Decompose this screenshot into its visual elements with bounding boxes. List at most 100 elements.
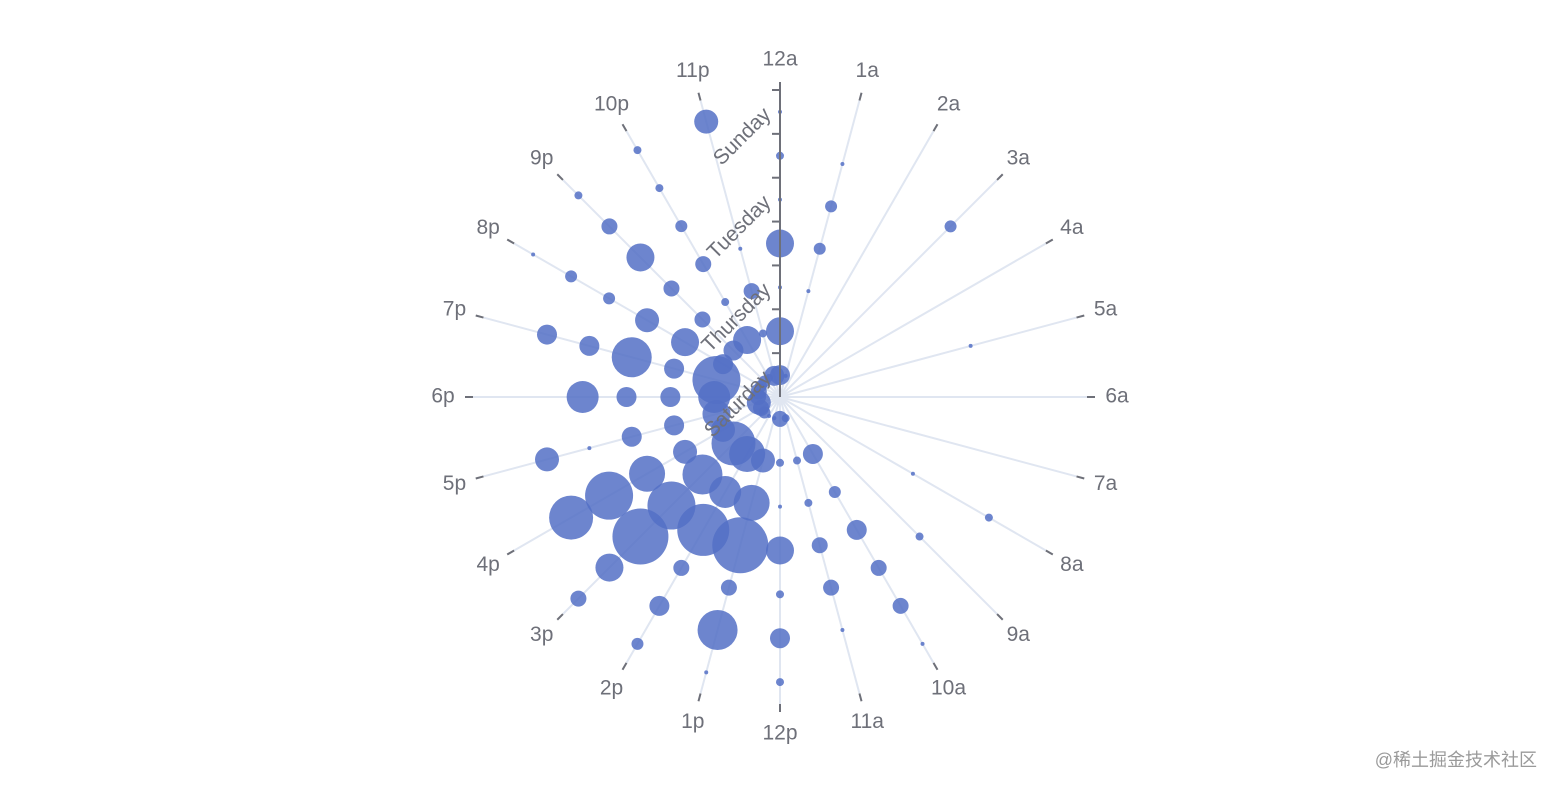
bubble (595, 553, 624, 582)
bubble (776, 458, 784, 467)
bubble (776, 590, 784, 599)
bubble (704, 670, 709, 675)
bubble (770, 628, 790, 649)
angle-label: 3p (530, 623, 553, 646)
watermark: @稀土掘金技术社区 (1375, 750, 1537, 770)
angle-label: 2p (600, 676, 623, 699)
angle-label: 2a (937, 93, 961, 116)
bubble (733, 484, 770, 521)
bubble (720, 579, 737, 596)
bubble (673, 559, 690, 576)
angle-tick (1045, 549, 1054, 556)
bubble (778, 504, 782, 509)
bubble (579, 335, 600, 356)
bubble (694, 109, 719, 134)
bubble (713, 354, 734, 375)
bubble (772, 410, 788, 427)
bubble (535, 447, 560, 472)
marks (531, 109, 993, 687)
split-line (779, 396, 998, 615)
bubble (664, 358, 685, 379)
bubble (663, 280, 680, 297)
bubble (566, 381, 599, 413)
split-line (779, 130, 935, 398)
bubble (585, 471, 634, 520)
angle-tick (996, 173, 1004, 181)
bubble (806, 289, 811, 294)
bubble (616, 387, 637, 407)
angle-tick (506, 238, 515, 245)
angle-label: 1a (856, 59, 880, 82)
bubble (920, 641, 925, 646)
split-line (779, 396, 1077, 478)
bubble (944, 220, 957, 233)
bubble (682, 454, 723, 495)
bubble (695, 256, 712, 273)
bubble (655, 184, 664, 193)
split-line (779, 242, 1047, 398)
bubble (612, 508, 669, 565)
angle-label: 7p (443, 297, 466, 320)
angle-label: 10p (594, 93, 629, 116)
bubble (892, 597, 909, 614)
bubble (776, 678, 784, 687)
bubble (587, 446, 592, 451)
bubble (870, 559, 887, 576)
bubble (697, 609, 738, 650)
angle-tick (1076, 314, 1085, 319)
angle-label: 5a (1094, 297, 1118, 320)
angle-label: 4p (476, 553, 499, 576)
bubble (783, 373, 788, 378)
angle-tick (1045, 238, 1054, 245)
bubble (733, 326, 762, 355)
bubble (611, 337, 652, 378)
angle-label: 8a (1060, 553, 1084, 576)
bubble (840, 162, 845, 167)
bubble (694, 311, 711, 328)
angle-tick (621, 662, 628, 671)
bubble (633, 146, 642, 155)
angle-tick (556, 613, 564, 621)
bubble (743, 283, 760, 300)
angle-tick (858, 693, 863, 702)
angle-label: 9a (1007, 623, 1031, 646)
bubble (660, 387, 681, 407)
bubble (825, 200, 838, 213)
angle-tick (475, 314, 484, 319)
bubble (793, 456, 802, 465)
angle-tick (996, 613, 1004, 621)
angle-label: 6p (431, 385, 454, 408)
bubble (984, 513, 993, 522)
angle-label: 1p (681, 710, 704, 733)
bubble (802, 443, 823, 464)
bubble (811, 537, 828, 554)
angle-tick (1076, 475, 1085, 480)
bubble (823, 579, 840, 596)
angle-label: 8p (476, 216, 499, 239)
angle-label: 12a (762, 48, 797, 71)
angle-label: 5p (443, 472, 466, 495)
bubble (565, 270, 578, 283)
bubble (846, 519, 867, 540)
bubble (968, 343, 973, 348)
bubble (649, 595, 670, 616)
bubble (549, 495, 594, 540)
angle-tick (697, 92, 702, 101)
bubble (766, 536, 794, 565)
angle-tick (932, 123, 939, 132)
bubble (675, 220, 688, 233)
bubble (721, 298, 730, 307)
bubble (537, 324, 558, 345)
bubble (631, 637, 644, 650)
angle-tick (858, 92, 863, 101)
bubble (673, 439, 698, 464)
angle-label: 6a (1105, 385, 1129, 408)
bubble (531, 252, 536, 257)
angle-label: 11p (676, 59, 709, 82)
bubble (671, 328, 700, 357)
split-line (779, 316, 1077, 398)
bubble (828, 485, 841, 498)
bubble (574, 191, 583, 200)
